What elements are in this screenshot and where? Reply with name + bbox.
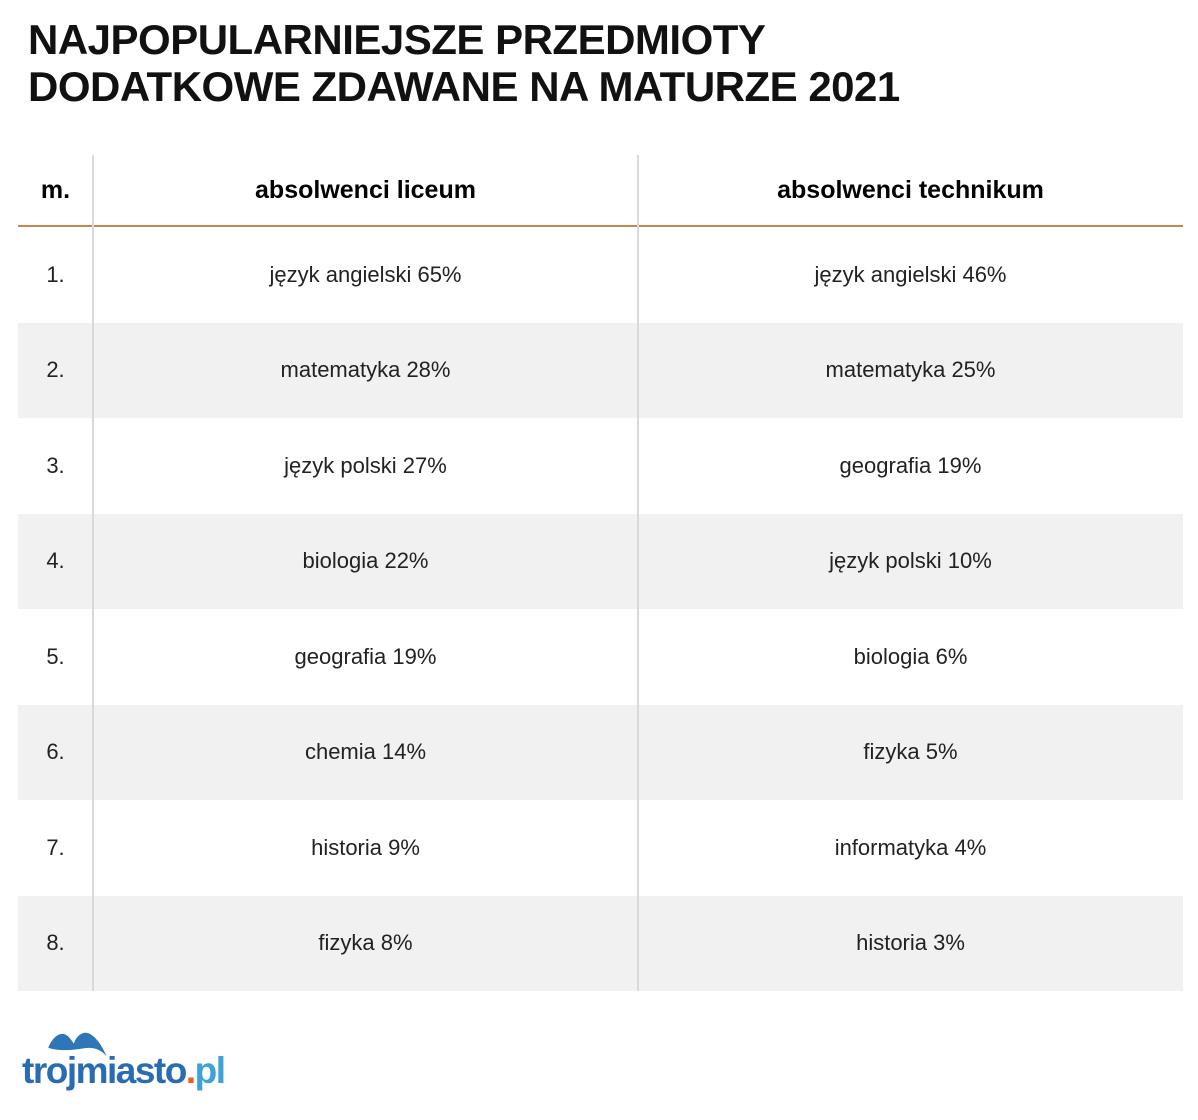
logo-text-main: trojmiasto [22, 1050, 187, 1091]
table-row: 3. język polski 27% geografia 19% [18, 418, 1183, 514]
rank-cell: 7. [46, 834, 65, 860]
liceum-cell: język angielski 65% [269, 261, 462, 287]
liceum-cell: biologia 22% [302, 548, 429, 574]
technikum-cell: biologia 6% [853, 643, 968, 669]
technikum-cell: język polski 10% [829, 548, 992, 574]
seagull-icon [48, 1032, 107, 1057]
liceum-cell: fizyka 8% [318, 930, 413, 956]
liceum-cell: historia 9% [311, 834, 420, 860]
page-title-line2: DODATKOWE ZDAWANE NA MATURZE 2021 [28, 63, 900, 110]
column-divider-2 [637, 155, 639, 991]
liceum-cell: geografia 19% [294, 643, 437, 669]
header-accent-line [18, 225, 1183, 227]
rank-cell: 8. [46, 930, 65, 956]
technikum-cell: historia 3% [856, 930, 965, 956]
technikum-cell: fizyka 5% [863, 739, 958, 765]
column-divider-1 [92, 155, 94, 991]
table-row: 5. geografia 19% biologia 6% [18, 609, 1183, 705]
table-header-row: m. absolwenci liceum absolwenci techniku… [18, 155, 1183, 225]
trojmiasto-logo: trojmiasto.pl [22, 1024, 226, 1094]
page-title: NAJPOPULARNIEJSZE PRZEDMIOTY DODATKOWE Z… [28, 16, 900, 110]
table-row: 7. historia 9% informatyka 4% [18, 800, 1183, 896]
table-row: 1. język angielski 65% język angielski 4… [18, 227, 1183, 323]
liceum-cell: matematyka 28% [280, 357, 451, 383]
subjects-table: m. absolwenci liceum absolwenci techniku… [18, 155, 1183, 991]
rank-cell: 4. [46, 548, 65, 574]
liceum-cell: język polski 27% [284, 452, 447, 478]
table-row: 6. chemia 14% fizyka 5% [18, 704, 1183, 800]
logo-wordmark: trojmiasto.pl [22, 1050, 226, 1092]
logo-text-tld: pl [194, 1050, 226, 1091]
rank-cell: 1. [46, 261, 65, 287]
table-row: 4. biologia 22% język polski 10% [18, 513, 1183, 609]
table-row: 2. matematyka 28% matematyka 25% [18, 322, 1183, 418]
rank-cell: 5. [46, 643, 65, 669]
liceum-cell: chemia 14% [304, 739, 427, 765]
rank-cell: 2. [46, 357, 65, 383]
header-liceum: absolwenci liceum [255, 175, 476, 204]
header-rank: m. [40, 175, 71, 204]
table-row: 8. fizyka 8% historia 3% [18, 895, 1183, 991]
logo-text-dot: . [185, 1050, 196, 1091]
technikum-cell: geografia 19% [839, 452, 982, 478]
technikum-cell: informatyka 4% [834, 834, 987, 860]
technikum-cell: matematyka 25% [825, 357, 996, 383]
header-technikum: absolwenci technikum [777, 175, 1044, 204]
technikum-cell: język angielski 46% [814, 261, 1007, 287]
rank-cell: 3. [46, 452, 65, 478]
page-title-line1: NAJPOPULARNIEJSZE PRZEDMIOTY [28, 16, 766, 63]
rank-cell: 6. [46, 739, 65, 765]
